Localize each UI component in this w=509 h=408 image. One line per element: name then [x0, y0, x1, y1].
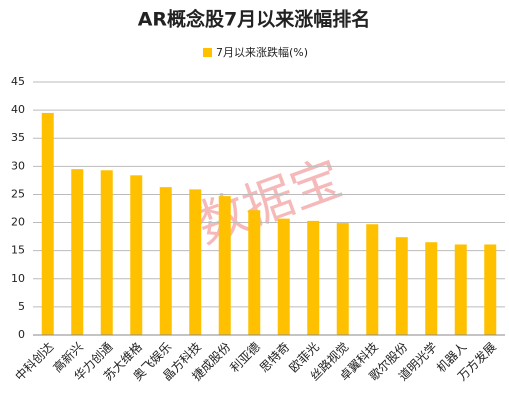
y-tick-label: 25	[11, 187, 25, 200]
y-tick-label: 40	[11, 103, 25, 116]
bar	[130, 175, 143, 335]
legend-label: 7月以来涨跌幅(%)	[216, 45, 308, 59]
bar	[159, 187, 172, 335]
bar	[218, 196, 231, 335]
bar	[71, 169, 84, 335]
y-tick-label: 5	[18, 300, 25, 313]
bar	[395, 237, 408, 335]
bar	[484, 244, 497, 335]
bar	[248, 210, 261, 335]
bar	[307, 220, 320, 335]
chart-title: AR概念股7月以来涨幅排名	[138, 8, 371, 31]
bar	[189, 189, 202, 335]
y-tick-label: 30	[11, 159, 25, 172]
bar	[41, 112, 54, 335]
bar	[425, 242, 438, 335]
y-tick-label: 45	[11, 75, 25, 88]
bar	[454, 244, 467, 335]
bar	[366, 224, 379, 335]
legend-swatch	[203, 48, 212, 57]
bar	[100, 170, 113, 335]
y-tick-label: 20	[11, 216, 25, 229]
bar	[277, 218, 290, 335]
bar	[336, 223, 349, 335]
y-tick-label: 0	[18, 328, 25, 341]
y-tick-label: 35	[11, 131, 25, 144]
y-tick-label: 15	[11, 244, 25, 257]
y-tick-label: 10	[11, 272, 25, 285]
